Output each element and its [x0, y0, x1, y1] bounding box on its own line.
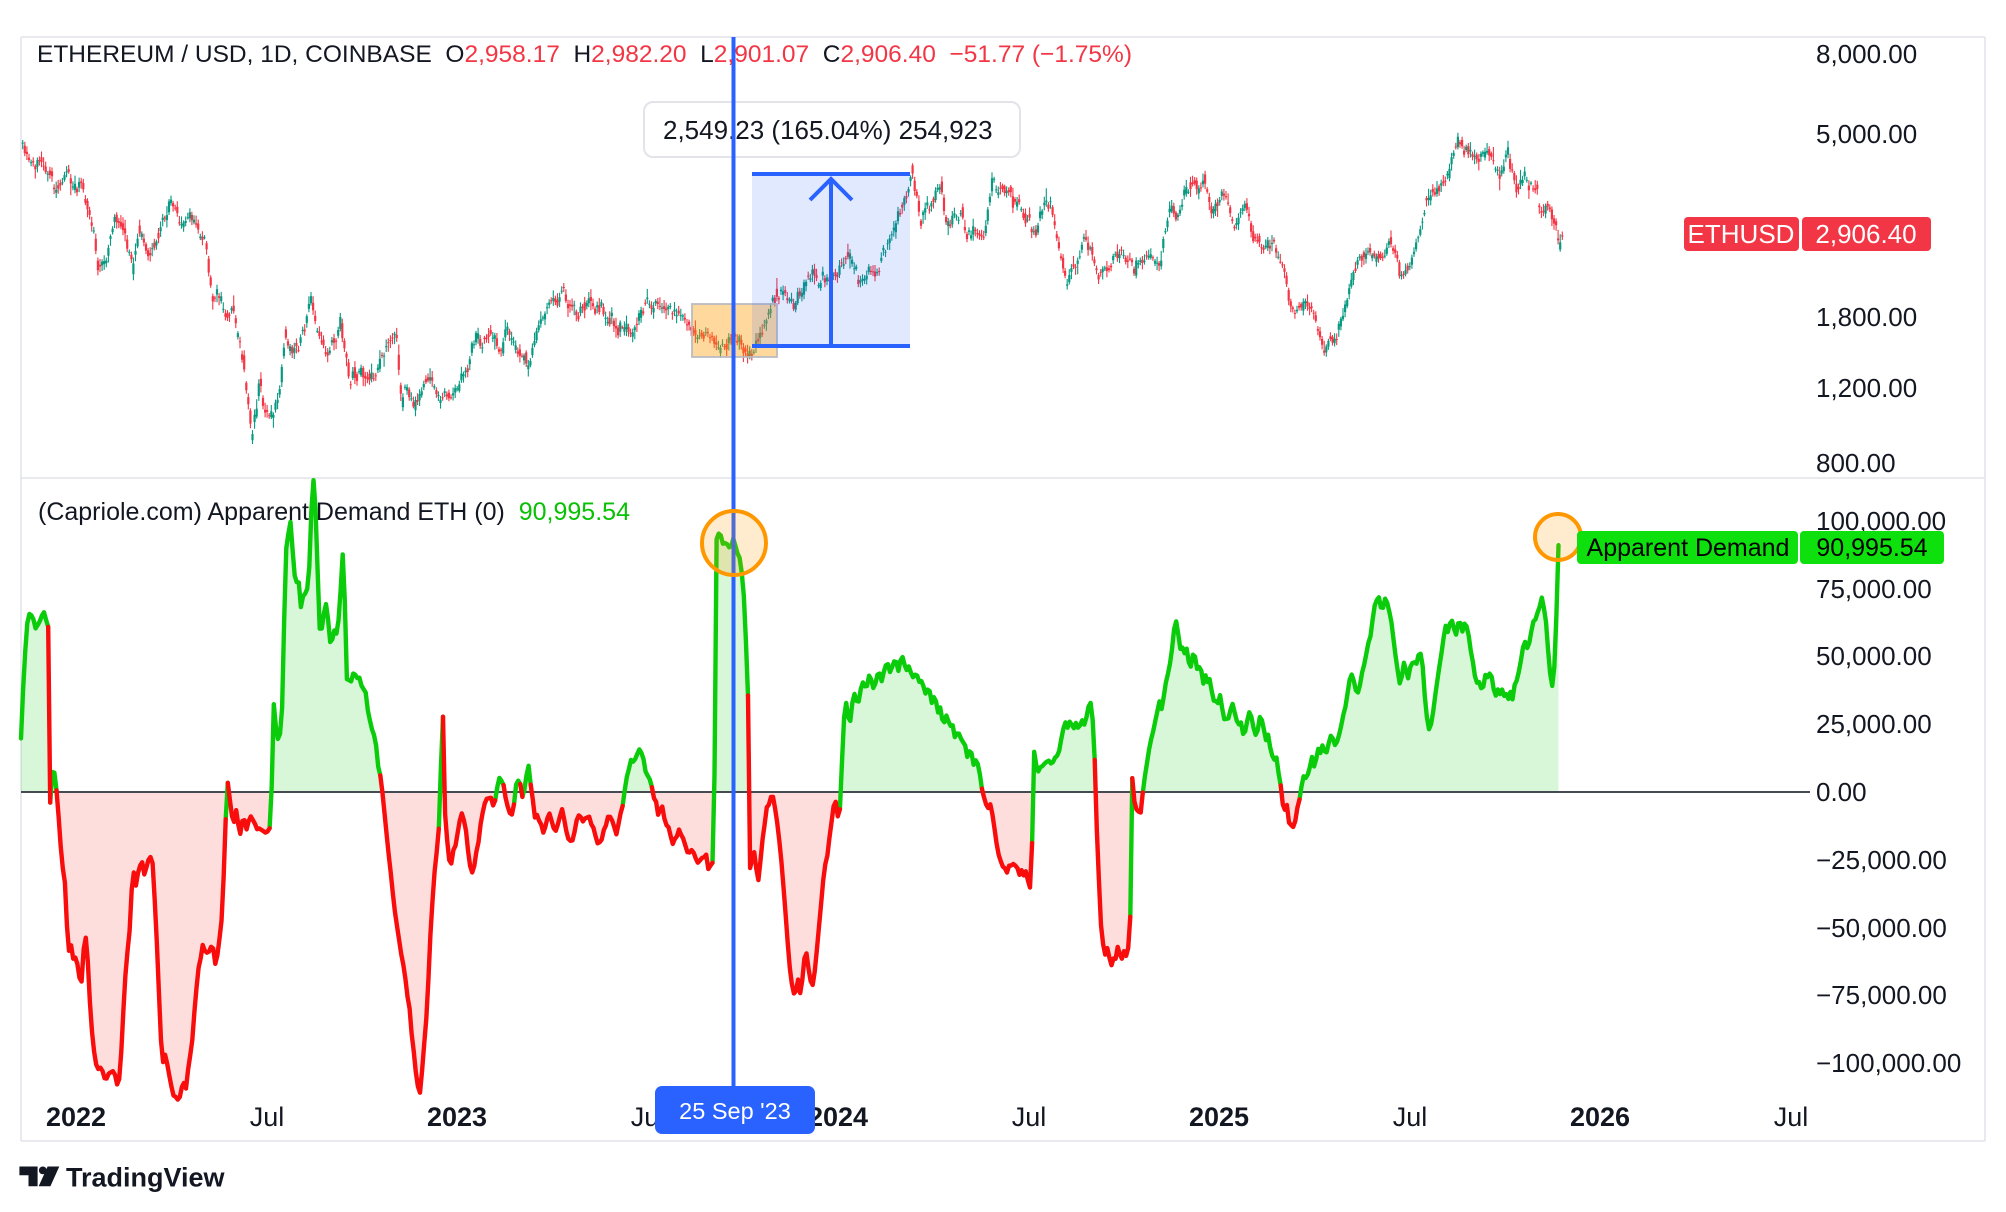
svg-text:25,000.00: 25,000.00	[1816, 709, 1932, 739]
svg-text:2026: 2026	[1570, 1102, 1630, 1132]
svg-text:−25,000.00: −25,000.00	[1816, 845, 1947, 875]
svg-text:2,549.23 (165.04%) 254,923: 2,549.23 (165.04%) 254,923	[663, 115, 993, 145]
svg-text:Jul: Jul	[250, 1102, 285, 1132]
svg-text:2023: 2023	[427, 1102, 487, 1132]
svg-text:1,800.00: 1,800.00	[1816, 302, 1917, 332]
svg-text:ETHUSD: ETHUSD	[1688, 219, 1795, 249]
svg-text:−75,000.00: −75,000.00	[1816, 980, 1947, 1010]
svg-text:2025: 2025	[1189, 1102, 1249, 1132]
svg-text:8,000.00: 8,000.00	[1816, 39, 1917, 69]
svg-text:50,000.00: 50,000.00	[1816, 641, 1932, 671]
svg-text:90,995.54: 90,995.54	[1816, 534, 1927, 562]
svg-text:−100,000.00: −100,000.00	[1816, 1048, 1961, 1078]
svg-text:0.00: 0.00	[1816, 777, 1867, 807]
svg-text:1,200.00: 1,200.00	[1816, 373, 1917, 403]
svg-text:−50,000.00: −50,000.00	[1816, 913, 1947, 943]
svg-text:2,906.40: 2,906.40	[1815, 219, 1916, 249]
svg-text:Apparent Demand: Apparent Demand	[1587, 534, 1790, 562]
svg-text:800.00: 800.00	[1816, 448, 1896, 478]
svg-text:2024: 2024	[808, 1102, 868, 1132]
svg-text:ETHEREUM / USD, 1D, COINBASE: ETHEREUM / USD, 1D, COINBASE O2,958.17 H…	[37, 41, 1132, 68]
svg-text:25 Sep '23: 25 Sep '23	[679, 1098, 791, 1124]
svg-text:(Capriole.com) Apparent Demand: (Capriole.com) Apparent Demand ETH (0) 9…	[38, 498, 630, 526]
svg-text:Jul: Jul	[1393, 1102, 1428, 1132]
svg-text:75,000.00: 75,000.00	[1816, 574, 1932, 604]
svg-text:Jul: Jul	[1774, 1102, 1809, 1132]
svg-text:TradingView: TradingView	[66, 1163, 226, 1193]
svg-text:Jul: Jul	[1012, 1102, 1047, 1132]
svg-text:2022: 2022	[46, 1102, 106, 1132]
svg-text:5,000.00: 5,000.00	[1816, 119, 1917, 149]
